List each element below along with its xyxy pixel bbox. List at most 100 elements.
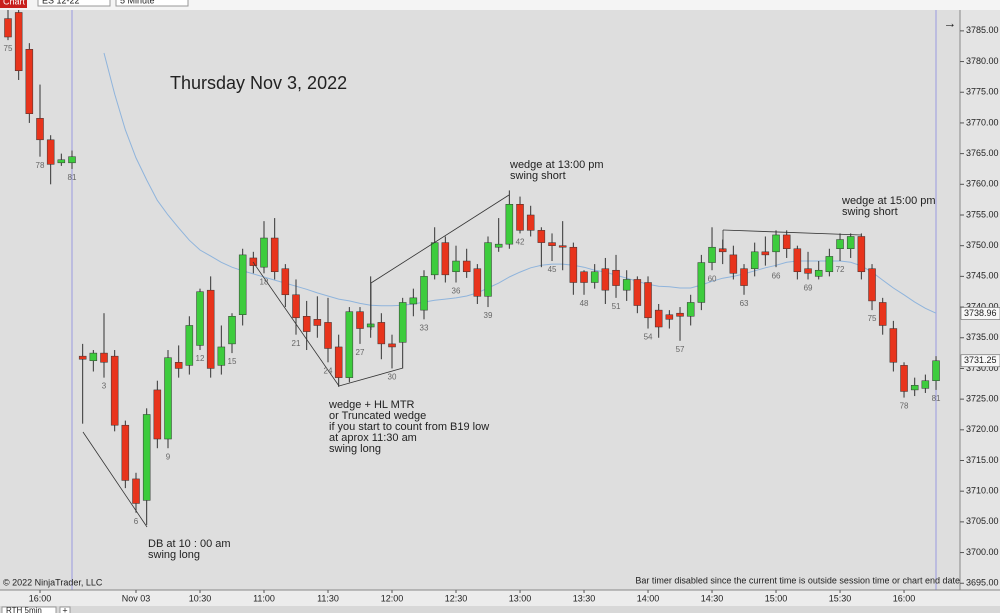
candle-body (569, 246, 578, 283)
y-tick-label: 3750.00 (966, 240, 999, 250)
x-tick-label: 13:00 (509, 593, 532, 603)
bar-number: 15 (228, 357, 237, 366)
bar-number: 33 (420, 323, 429, 332)
candle-body (132, 478, 140, 504)
candle-body (25, 49, 34, 114)
candle-body (196, 291, 204, 346)
candle-body (484, 242, 492, 297)
candle-body (921, 380, 930, 389)
candle-body (377, 322, 386, 345)
candle-body (206, 289, 215, 369)
candle-body (409, 297, 418, 305)
y-tick-label: 3695.00 (966, 578, 999, 588)
candle-body (772, 234, 780, 253)
candle-body (462, 260, 471, 273)
bar-number: 60 (708, 274, 717, 283)
price-marker-label: 3731.25 (964, 355, 997, 365)
price-marker (960, 307, 1000, 320)
period-label[interactable]: 5 Minute (120, 0, 155, 5)
trendline (338, 367, 404, 387)
candle-body (228, 316, 236, 345)
chart-button-label[interactable]: Chart (3, 0, 26, 6)
x-tick-label: 12:00 (381, 593, 404, 603)
candle-body (356, 311, 364, 329)
y-tick-label: 3710.00 (966, 486, 999, 496)
bar-number: 45 (548, 265, 557, 274)
period-select[interactable] (115, 0, 189, 7)
candle-body (612, 269, 620, 286)
instrument-label[interactable]: ES 12-22 (42, 0, 80, 5)
candle-body (324, 322, 332, 349)
y-tick-label: 3765.00 (966, 148, 999, 158)
toolbar (0, 0, 1000, 10)
trendline (252, 261, 340, 387)
annotation: wedge + HL MTR (328, 399, 415, 411)
copyright: © 2022 NinjaTrader, LLC (3, 577, 103, 587)
candle-body (494, 243, 503, 248)
candle-body (900, 365, 908, 392)
candle-body (46, 139, 55, 165)
bar-number: 39 (484, 311, 493, 320)
candle-body (868, 268, 876, 302)
candle-body (430, 242, 439, 276)
candle-body (825, 256, 834, 273)
bar-number: 18 (260, 277, 269, 286)
candle-body (420, 276, 428, 311)
candle-body (89, 352, 98, 362)
x-tick-label: 16:00 (893, 593, 916, 603)
bar-number: 72 (836, 265, 845, 274)
candle-body (57, 159, 66, 164)
candle-body (441, 242, 450, 276)
candle-body (601, 268, 610, 291)
candle-body (292, 294, 300, 319)
bar-number: 75 (4, 44, 13, 53)
candle-body (14, 12, 23, 72)
candle-body (388, 343, 396, 348)
annotation: at aprox 11:30 am (329, 432, 417, 444)
bar-number: 36 (452, 287, 461, 296)
y-axis-area (960, 10, 1000, 590)
candle-body (654, 309, 663, 328)
chart-button[interactable] (0, 0, 27, 8)
y-tick-label: 3760.00 (966, 179, 999, 189)
trendline (370, 194, 510, 284)
tab-label[interactable]: RTH 5min (6, 606, 42, 613)
x-tick-label: 11:30 (317, 593, 339, 603)
bar-number: 66 (772, 271, 781, 280)
annotation: wedge at 15:00 pm (841, 195, 936, 207)
candle-body (100, 352, 108, 363)
x-tick-label: 16:00 (29, 593, 52, 603)
bar-number: 78 (900, 402, 909, 411)
candle-body (804, 268, 812, 274)
candle-body (174, 362, 183, 369)
candle-body (4, 18, 12, 38)
y-tick-label: 3725.00 (966, 393, 999, 403)
x-tick-label: 14:30 (701, 593, 724, 603)
annotation: swing long (329, 443, 381, 455)
x-axis-area (0, 590, 1000, 607)
candle-body (78, 355, 87, 360)
annotation: if you start to count from B19 low (329, 421, 489, 433)
bar-number: 75 (868, 314, 877, 323)
bar-number: 24 (324, 366, 333, 375)
candle-body (334, 346, 343, 378)
bar-number: 78 (36, 161, 45, 170)
add-tab[interactable] (59, 606, 71, 613)
add-tab-label[interactable]: + (62, 605, 67, 613)
bar-number: 51 (612, 302, 621, 311)
candle-body (281, 268, 290, 296)
y-tick-label: 3770.00 (966, 117, 999, 127)
tab[interactable] (1, 606, 57, 613)
candle-body (68, 156, 76, 164)
candle-body (164, 357, 172, 440)
candle-body (750, 251, 759, 269)
scroll-arrow[interactable]: → (944, 15, 957, 30)
candle-body (313, 319, 322, 326)
candle-body (505, 204, 514, 245)
candle-body (580, 271, 588, 283)
bar-number: 57 (676, 345, 685, 354)
instrument-select[interactable] (37, 0, 111, 7)
bar-number: 9 (166, 452, 171, 461)
